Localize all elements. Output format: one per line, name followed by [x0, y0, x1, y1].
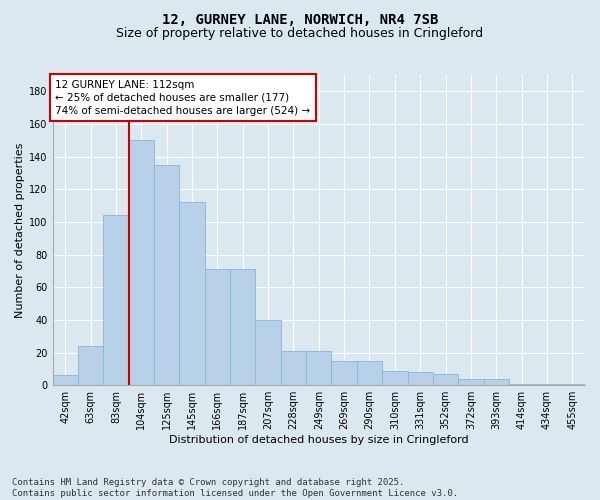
Bar	[509, 384, 534, 385]
Bar	[230, 270, 256, 385]
Bar	[382, 370, 407, 385]
Text: 12 GURNEY LANE: 112sqm
← 25% of detached houses are smaller (177)
74% of semi-de: 12 GURNEY LANE: 112sqm ← 25% of detached…	[55, 80, 310, 116]
Bar	[534, 384, 560, 385]
Bar	[103, 216, 128, 385]
Bar	[205, 270, 230, 385]
Bar	[53, 376, 78, 385]
Y-axis label: Number of detached properties: Number of detached properties	[15, 142, 25, 318]
Text: 12, GURNEY LANE, NORWICH, NR4 7SB: 12, GURNEY LANE, NORWICH, NR4 7SB	[162, 12, 438, 26]
Bar	[357, 360, 382, 385]
Bar	[179, 202, 205, 385]
Bar	[331, 360, 357, 385]
Bar	[407, 372, 433, 385]
Text: Contains HM Land Registry data © Crown copyright and database right 2025.
Contai: Contains HM Land Registry data © Crown c…	[12, 478, 458, 498]
Bar	[281, 351, 306, 385]
Bar	[154, 165, 179, 385]
Bar	[458, 378, 484, 385]
Bar	[78, 346, 103, 385]
Bar	[256, 320, 281, 385]
Bar	[306, 351, 331, 385]
Bar	[128, 140, 154, 385]
Bar	[433, 374, 458, 385]
Bar	[484, 378, 509, 385]
Text: Size of property relative to detached houses in Cringleford: Size of property relative to detached ho…	[116, 28, 484, 40]
X-axis label: Distribution of detached houses by size in Cringleford: Distribution of detached houses by size …	[169, 435, 469, 445]
Bar	[560, 384, 585, 385]
